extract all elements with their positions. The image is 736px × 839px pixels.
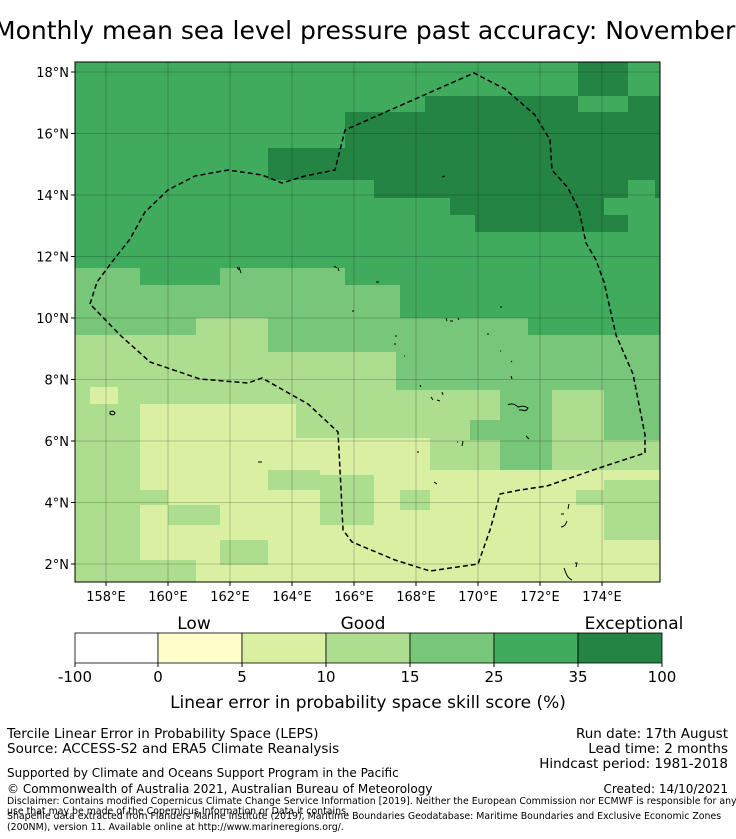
skill-cell	[500, 390, 552, 470]
colorbar-swatch	[241, 632, 327, 664]
skill-cell	[604, 215, 628, 232]
skill-cell	[400, 268, 660, 318]
colorbar: Low Good Exceptional -100 0 5 10 15 25 35 100 Lin…	[58, 614, 683, 713]
skill-cell	[345, 268, 400, 285]
lat-tick-label: 2°N	[45, 558, 70, 573]
disclaimer-line-2: use that may be made of the Copernicus I…	[7, 806, 349, 817]
skill-cell	[604, 390, 660, 440]
colorbar-tick-label: 25	[484, 668, 503, 686]
skill-cell	[75, 62, 90, 78]
shapefile-line-1: Shapefile data extracted from Flanders M…	[7, 811, 722, 822]
colorbar-label: Linear error in probability space skill …	[170, 693, 566, 713]
lon-tick-label: 168°E	[396, 590, 436, 602]
skill-cell	[604, 480, 660, 540]
skill-cell	[578, 62, 628, 96]
skill-cell	[75, 318, 196, 335]
skill-cell	[345, 180, 374, 198]
method-text: Tercile Linear Error in Probability Spac…	[7, 726, 319, 742]
skill-cell	[628, 96, 660, 112]
lat-tick-label: 8°N	[45, 374, 70, 389]
colorbar-category: Exceptional	[585, 614, 684, 634]
colorbar-tick-label: 35	[568, 668, 587, 686]
disclaimer-line-1: Disclaimer: Contains modified Copernicus…	[7, 796, 736, 807]
skill-cell	[450, 198, 475, 215]
colorbar-ticks: -100 0 5 10 15 25 35 100	[58, 663, 676, 686]
island-outlines	[109, 175, 578, 581]
skill-cell	[140, 560, 196, 582]
skill-map: 2°N 4°N 6°N 8°N 10°N 12°N 14°N 16°N 18°N 158°E 16…	[36, 61, 661, 602]
created-date: Created: 14/10/2021	[603, 782, 728, 796]
colorbar-swatch	[74, 632, 159, 664]
colorbar-swatch	[577, 632, 663, 664]
skill-cell	[655, 180, 660, 198]
colorbar-swatch	[409, 632, 495, 664]
chart-title: Monthly mean sea level pressure past acc…	[0, 16, 736, 45]
lat-tick-label: 6°N	[45, 435, 70, 450]
skill-cell	[475, 198, 604, 232]
copyright-text: © Commonwealth of Australia 2021, Austra…	[7, 782, 433, 796]
map-frame	[74, 61, 661, 583]
colorbar-swatches	[74, 632, 663, 664]
longitude-labels: 158°E 160°E 162°E 164°E 166°E 168°E 170°E 172°E…	[86, 582, 622, 602]
colorbar-categories: Low Good Exceptional	[177, 614, 683, 634]
lat-tick-label: 12°N	[36, 251, 69, 266]
colorbar-tick-label: 5	[237, 668, 247, 686]
skill-cell	[268, 470, 320, 490]
lon-tick-label: 166°E	[334, 590, 374, 602]
colorbar-swatch	[493, 632, 579, 664]
skill-grid	[75, 62, 660, 582]
skill-cell	[576, 490, 604, 505]
graticule	[75, 62, 660, 582]
lon-tick-label: 170°E	[458, 590, 498, 602]
skill-cell	[90, 387, 118, 404]
skill-cell	[400, 490, 430, 510]
lat-tick-label: 16°N	[36, 128, 69, 143]
lon-tick-label: 164°E	[272, 590, 312, 602]
colorbar-tick-label: 0	[153, 668, 163, 686]
skill-cell	[140, 490, 168, 505]
colorbar-tick-label: 100	[648, 668, 677, 686]
colorbar-swatch	[325, 632, 411, 664]
skill-cell	[470, 420, 500, 440]
shapefile-line-2: (200NM), version 11. Available online at…	[7, 822, 344, 833]
lon-tick-label: 160°E	[148, 590, 188, 602]
colorbar-swatch	[157, 632, 243, 664]
lon-tick-label: 158°E	[86, 590, 126, 602]
skill-cell	[528, 318, 660, 335]
skill-cell	[396, 352, 660, 390]
lon-tick-label: 172°E	[520, 590, 560, 602]
lat-tick-label: 4°N	[45, 497, 70, 512]
lead-time: Lead time: 2 months	[588, 741, 728, 757]
skill-cell	[425, 96, 578, 112]
lat-tick-label: 14°N	[36, 189, 69, 204]
eez-boundary	[89, 72, 646, 572]
colorbar-category: Good	[341, 614, 386, 634]
skill-cell	[168, 505, 220, 525]
skill-cell	[628, 180, 655, 198]
hindcast-period: Hindcast period: 1981-2018	[539, 756, 728, 772]
colorbar-tick-label: 10	[316, 668, 335, 686]
skill-cell	[374, 180, 660, 198]
lon-tick-label: 174°E	[582, 590, 622, 602]
colorbar-category: Low	[177, 614, 211, 634]
source-text: Source: ACCESS-S2 and ERA5 Climate Reana…	[7, 741, 340, 757]
run-date: Run date: 17th August	[575, 726, 728, 742]
skill-cell	[345, 112, 660, 180]
colorbar-tick-label: -100	[58, 668, 92, 686]
skill-cell	[220, 540, 268, 565]
colorbar-tick-label: 15	[400, 668, 419, 686]
skill-cell	[268, 148, 345, 180]
skill-cell	[140, 268, 220, 285]
latitude-labels: 2°N 4°N 6°N 8°N 10°N 12°N 14°N 16°N 18°N	[36, 66, 75, 573]
skill-cell	[320, 475, 374, 525]
skill-cell	[75, 490, 140, 545]
lon-tick-label: 162°E	[210, 590, 250, 602]
support-text: Supported by Climate and Oceans Support …	[7, 766, 399, 780]
lat-tick-label: 10°N	[36, 312, 69, 327]
lat-tick-label: 18°N	[36, 66, 69, 81]
